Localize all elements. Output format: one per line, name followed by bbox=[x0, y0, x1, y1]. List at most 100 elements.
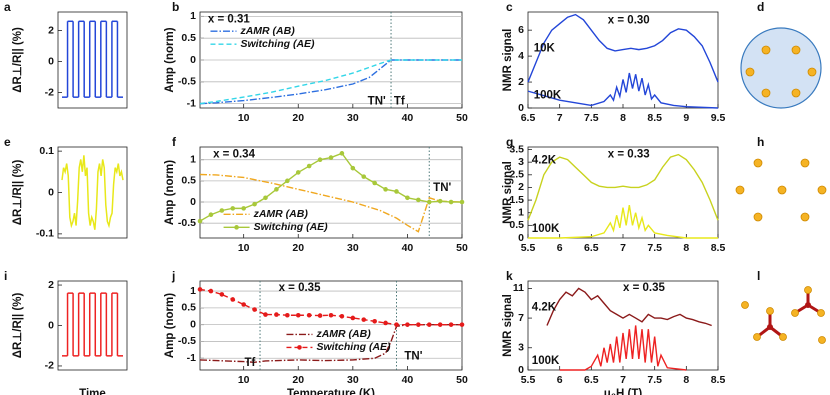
series-line bbox=[527, 72, 719, 109]
annotation: 10K bbox=[534, 43, 556, 55]
y-tick-label: -0.5 bbox=[178, 76, 196, 88]
legend-marker bbox=[297, 345, 302, 350]
panel-letter: k bbox=[506, 269, 513, 283]
y-tick-label: 3 bbox=[518, 342, 524, 354]
series-marker bbox=[317, 313, 323, 318]
series-marker bbox=[252, 201, 257, 207]
x-tick-label: 20 bbox=[292, 374, 304, 386]
y-axis-label: Amp (norm) bbox=[164, 160, 176, 225]
plot-frame bbox=[57, 280, 128, 371]
x-tick-label: 8.5 bbox=[647, 112, 662, 124]
y-tick-label: -2 bbox=[45, 86, 54, 98]
y-tick-label: -1 bbox=[187, 97, 196, 109]
series-marker bbox=[339, 313, 345, 319]
panel-letter: h bbox=[757, 135, 764, 149]
site bbox=[766, 307, 774, 315]
x-tick-label: 8.5 bbox=[711, 242, 726, 254]
y-axis-label: NMR signal bbox=[502, 294, 514, 357]
series-marker bbox=[328, 155, 334, 160]
x-tick-label: 8 bbox=[683, 374, 689, 386]
series-marker bbox=[230, 297, 236, 302]
y-tick-label: -0.5 bbox=[178, 335, 196, 347]
y-tick-label: 0.5 bbox=[181, 175, 196, 187]
annotation: x = 0.31 bbox=[208, 14, 250, 26]
legend-label: Switching (AE) bbox=[240, 38, 315, 50]
domain-circle bbox=[740, 27, 822, 109]
lattice-l bbox=[741, 286, 826, 344]
series-marker bbox=[241, 302, 246, 307]
plot-frame bbox=[199, 146, 463, 239]
series-marker bbox=[285, 312, 290, 318]
annotation: x = 0.30 bbox=[608, 15, 650, 27]
y-tick-label: 3 bbox=[518, 156, 524, 168]
y-tick-label: -0.5 bbox=[178, 217, 196, 229]
panel-letter: e bbox=[4, 135, 11, 149]
y-tick-label: -0.1 bbox=[36, 228, 54, 240]
x-tick-label: 40 bbox=[402, 112, 414, 124]
site bbox=[753, 333, 761, 341]
series-line bbox=[199, 288, 462, 326]
series-marker bbox=[459, 199, 465, 205]
y-tick-label: 0 bbox=[48, 55, 54, 67]
site bbox=[741, 301, 749, 309]
series-marker bbox=[350, 165, 356, 171]
legend-label: Switching (AE) bbox=[254, 221, 329, 233]
site bbox=[791, 309, 799, 317]
series-marker bbox=[295, 170, 301, 175]
y-axis-label: Amp (norm) bbox=[164, 27, 176, 92]
series-marker bbox=[263, 195, 268, 201]
x-tick-label: 20 bbox=[292, 112, 304, 124]
panel-letter: f bbox=[172, 135, 177, 149]
trimer-center bbox=[767, 324, 773, 330]
x-tick-label: 40 bbox=[402, 242, 414, 254]
annotation: 100K bbox=[532, 223, 560, 235]
annotation: TN' bbox=[404, 351, 422, 363]
x-tick-label: 50 bbox=[456, 112, 468, 124]
y-tick-label: 0 bbox=[190, 54, 196, 66]
x-tick-label: 6.5 bbox=[584, 242, 599, 254]
y-tick-label: 1 bbox=[190, 285, 196, 297]
y-tick-label: 11 bbox=[513, 282, 524, 294]
x-tick-label: 8 bbox=[683, 242, 689, 254]
signal-line bbox=[61, 155, 124, 230]
annotation: 100K bbox=[534, 90, 562, 102]
x-tick-label: 50 bbox=[456, 374, 468, 386]
x-tick-label: 10 bbox=[238, 112, 250, 124]
legend-label: zAMR (AB) bbox=[315, 328, 371, 340]
annotation: 4.2K bbox=[532, 302, 557, 314]
y-axis-label: NMR signal bbox=[502, 161, 514, 224]
plot-frame bbox=[199, 280, 463, 371]
x-axis-label: Time bbox=[79, 388, 106, 395]
series-line bbox=[199, 59, 462, 105]
series-marker bbox=[219, 292, 225, 297]
x-axis-label: Temperature (K) bbox=[287, 388, 375, 395]
y-tick-label: 4 bbox=[518, 50, 524, 62]
x-tick-label: 10 bbox=[238, 374, 250, 386]
site bbox=[735, 185, 745, 195]
lattice-d bbox=[740, 27, 822, 109]
y-tick-label: 2 bbox=[48, 279, 54, 291]
x-tick-label: 5.5 bbox=[521, 374, 536, 386]
annotation: Tf bbox=[245, 357, 256, 369]
x-tick-label: 9 bbox=[683, 112, 689, 124]
y-axis-label: Amp (norm) bbox=[164, 293, 176, 358]
y-tick-label: 0.5 bbox=[181, 302, 196, 314]
series-marker bbox=[394, 189, 399, 194]
x-tick-label: 40 bbox=[402, 374, 414, 386]
y-tick-label: 1 bbox=[190, 10, 196, 22]
annotation: x = 0.35 bbox=[623, 282, 665, 294]
panel-letter: g bbox=[506, 135, 513, 149]
series-marker bbox=[295, 312, 301, 318]
y-tick-label: 7 bbox=[518, 312, 524, 324]
trimer bbox=[756, 290, 822, 339]
site bbox=[753, 158, 763, 168]
series-marker bbox=[426, 322, 432, 327]
x-tick-label: 30 bbox=[347, 242, 359, 254]
series-line bbox=[527, 13, 719, 83]
x-tick-label: 7.5 bbox=[647, 242, 662, 254]
y-tick-label: 6 bbox=[518, 24, 524, 36]
x-tick-label: 50 bbox=[456, 242, 468, 254]
site bbox=[761, 45, 771, 55]
lattice-h bbox=[735, 158, 827, 222]
site bbox=[800, 212, 810, 222]
